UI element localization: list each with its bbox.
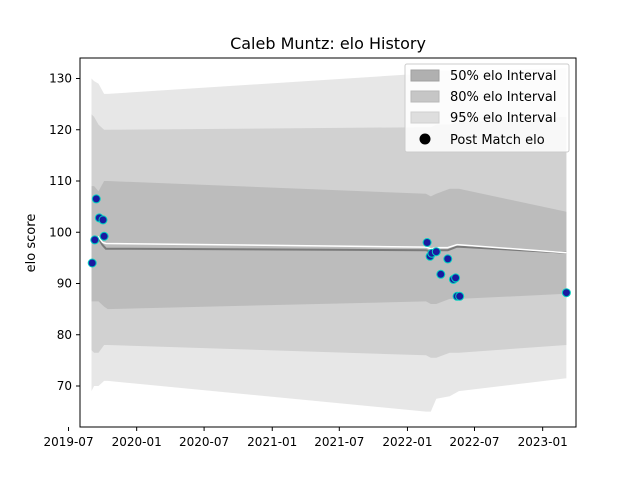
- plot-frame: [79, 57, 577, 428]
- y-axis-label: elo score: [24, 214, 39, 273]
- post-match-point: [91, 194, 101, 204]
- x-axis: 2019-07 2020-01 2020-07 2021-01 2021-07 2022-…: [43, 427, 568, 449]
- interval-band-50: [91, 181, 567, 310]
- y-tick-label: 110: [49, 174, 72, 188]
- post-match-point: [422, 238, 432, 247]
- legend-swatch-95: [410, 111, 440, 124]
- legend-marker-post-match: [419, 133, 431, 145]
- legend-label-50: 50% elo Interval: [450, 69, 557, 84]
- legend-label-80: 80% elo Interval: [450, 90, 557, 105]
- chart-title: Caleb Muntz: elo History: [230, 34, 426, 53]
- post-match-point: [98, 215, 108, 225]
- y-tick-label: 100: [49, 225, 72, 239]
- y-tick-label: 120: [49, 123, 72, 137]
- legend-label-post-match: Post Match elo: [450, 133, 545, 148]
- plot-area: [87, 68, 571, 412]
- legend-swatch-50: [410, 69, 440, 82]
- legend: 50% elo Interval 80% elo Interval 95% el…: [404, 63, 570, 153]
- x-tick-label: 2022-01: [382, 435, 432, 449]
- x-tick-label: 2019-07: [43, 435, 93, 449]
- post-match-point: [99, 231, 109, 241]
- post-match-point: [443, 254, 453, 264]
- y-axis: 70 80 90 100 110 120 130: [49, 72, 80, 393]
- post-match-point: [87, 258, 97, 268]
- x-tick-label: 2022-07: [449, 435, 499, 449]
- y-tick-label: 80: [57, 328, 72, 342]
- x-tick-label: 2021-07: [314, 435, 364, 449]
- x-tick-label: 2023-01: [518, 435, 568, 449]
- legend-label-95: 95% elo Interval: [450, 111, 557, 126]
- x-tick-label: 2021-01: [247, 435, 297, 449]
- y-tick-label: 130: [49, 72, 72, 86]
- post-match-point: [436, 269, 446, 279]
- post-match-point: [90, 235, 100, 245]
- legend-swatch-80: [410, 90, 440, 103]
- x-tick-label: 2020-07: [179, 435, 229, 449]
- post-match-point: [451, 273, 461, 283]
- post-match-point: [561, 288, 571, 298]
- x-tick-label: 2020-01: [112, 435, 162, 449]
- post-match-point: [431, 247, 441, 257]
- y-tick-label: 70: [57, 379, 72, 393]
- post-match-point: [455, 291, 465, 301]
- legend-box: [404, 63, 570, 153]
- y-tick-label: 90: [57, 277, 72, 291]
